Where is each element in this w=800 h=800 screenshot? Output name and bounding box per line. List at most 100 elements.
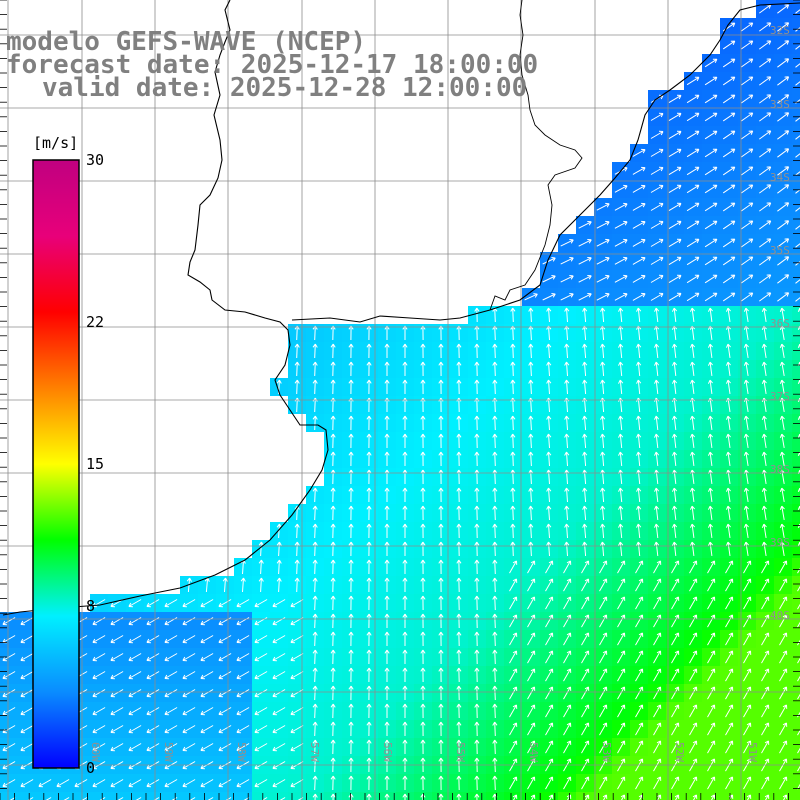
wind-arrow xyxy=(294,559,300,575)
wind-arrow xyxy=(671,451,678,466)
wind-arrow xyxy=(797,657,800,664)
wind-arrow xyxy=(582,379,588,395)
wind-cell xyxy=(36,792,54,800)
wind-arrow xyxy=(707,650,716,664)
wind-arrow xyxy=(560,275,574,283)
wind-arrow xyxy=(563,632,572,646)
wind-arrow xyxy=(741,238,754,248)
wind-arrow xyxy=(689,740,698,754)
wind-arrow xyxy=(546,343,552,359)
wind-arrow xyxy=(312,685,318,701)
colorbar-gradient xyxy=(32,159,80,769)
wind-arrow xyxy=(402,649,408,664)
wind-arrow xyxy=(348,577,354,593)
wind-arrow xyxy=(654,523,660,539)
wind-arrow xyxy=(689,614,698,628)
wind-arrow xyxy=(795,189,800,194)
wind-arrow xyxy=(330,487,336,503)
wind-arrow xyxy=(272,599,286,608)
wind-arrow xyxy=(348,361,354,377)
wind-arrow xyxy=(456,379,462,395)
wind-arrow xyxy=(402,577,408,592)
wind-arrow xyxy=(509,632,518,646)
wind-arrow xyxy=(510,505,516,521)
wind-arrow xyxy=(384,721,390,736)
wind-arrow xyxy=(128,671,142,680)
wind-arrow xyxy=(777,130,790,140)
wind-arrow xyxy=(578,257,592,265)
wind-arrow xyxy=(671,578,680,592)
wind-arrow xyxy=(222,577,228,593)
wind-arrow xyxy=(366,595,372,611)
wind-arrow xyxy=(366,613,372,629)
wind-arrow xyxy=(564,487,570,503)
wind-cell xyxy=(792,180,800,198)
wind-arrow xyxy=(261,797,268,800)
wind-arrow xyxy=(779,668,788,682)
wind-arrow xyxy=(707,523,713,538)
wind-arrow xyxy=(636,415,642,431)
wind-arrow xyxy=(689,361,696,376)
wind-arrow xyxy=(456,415,462,431)
wind-arrow xyxy=(707,578,716,592)
wind-arrow xyxy=(725,307,731,322)
wind-arrow xyxy=(578,293,592,301)
wind-arrow xyxy=(599,686,608,700)
wind-arrow xyxy=(146,653,160,662)
wind-arrow xyxy=(146,743,160,752)
wind-arrow xyxy=(509,686,518,700)
wind-arrow xyxy=(420,325,426,341)
wind-arrow xyxy=(330,721,336,737)
wind-arrow xyxy=(671,650,680,664)
wind-arrow xyxy=(236,599,250,608)
wind-arrow xyxy=(582,307,588,323)
wind-arrow xyxy=(402,361,408,376)
wind-arrow xyxy=(704,58,718,68)
wind-arrow xyxy=(725,776,734,790)
wind-arrow xyxy=(710,794,716,800)
wind-arrow xyxy=(689,541,696,556)
wind-cell xyxy=(792,774,800,792)
wind-arrow xyxy=(182,653,196,662)
wind-cell xyxy=(126,792,144,800)
wind-arrow xyxy=(653,722,662,736)
wind-arrow xyxy=(294,379,300,395)
longitude-label: 57W xyxy=(308,742,321,762)
wind-arrow xyxy=(456,703,462,719)
wind-arrow xyxy=(725,632,734,646)
wind-arrow xyxy=(741,148,754,158)
wind-arrow xyxy=(779,451,785,466)
wind-arrow xyxy=(546,325,552,341)
wind-arrow xyxy=(272,689,286,698)
wind-arrow xyxy=(276,559,282,575)
wind-arrow xyxy=(290,635,304,644)
wind-arrow xyxy=(582,361,588,377)
wind-arrow xyxy=(779,776,788,790)
wind-arrow xyxy=(456,433,462,449)
wind-arrow xyxy=(474,631,480,647)
wind-arrow xyxy=(182,635,196,644)
wind-arrow xyxy=(290,707,304,716)
wind-arrow xyxy=(761,614,770,628)
wind-arrow xyxy=(797,621,800,628)
wind-arrow xyxy=(110,689,124,698)
wind-arrow xyxy=(402,793,408,800)
wind-cell xyxy=(54,792,72,800)
wind-arrow xyxy=(312,505,318,521)
wind-arrow xyxy=(384,613,390,628)
wind-arrow xyxy=(545,740,554,754)
wind-arrow xyxy=(761,307,767,322)
wind-arrow xyxy=(545,650,554,664)
wind-arrow xyxy=(564,325,570,341)
wind-arrow xyxy=(761,740,770,754)
wind-arrow xyxy=(741,76,754,86)
wind-arrow xyxy=(420,577,426,593)
wind-arrow xyxy=(761,704,770,718)
wind-arrow xyxy=(384,325,390,340)
wind-arrow xyxy=(420,667,426,683)
wind-arrow xyxy=(722,274,736,284)
wind-arrow xyxy=(402,505,408,520)
wind-cell xyxy=(792,126,800,144)
wind-arrow xyxy=(632,220,646,229)
wind-cell xyxy=(0,792,18,800)
